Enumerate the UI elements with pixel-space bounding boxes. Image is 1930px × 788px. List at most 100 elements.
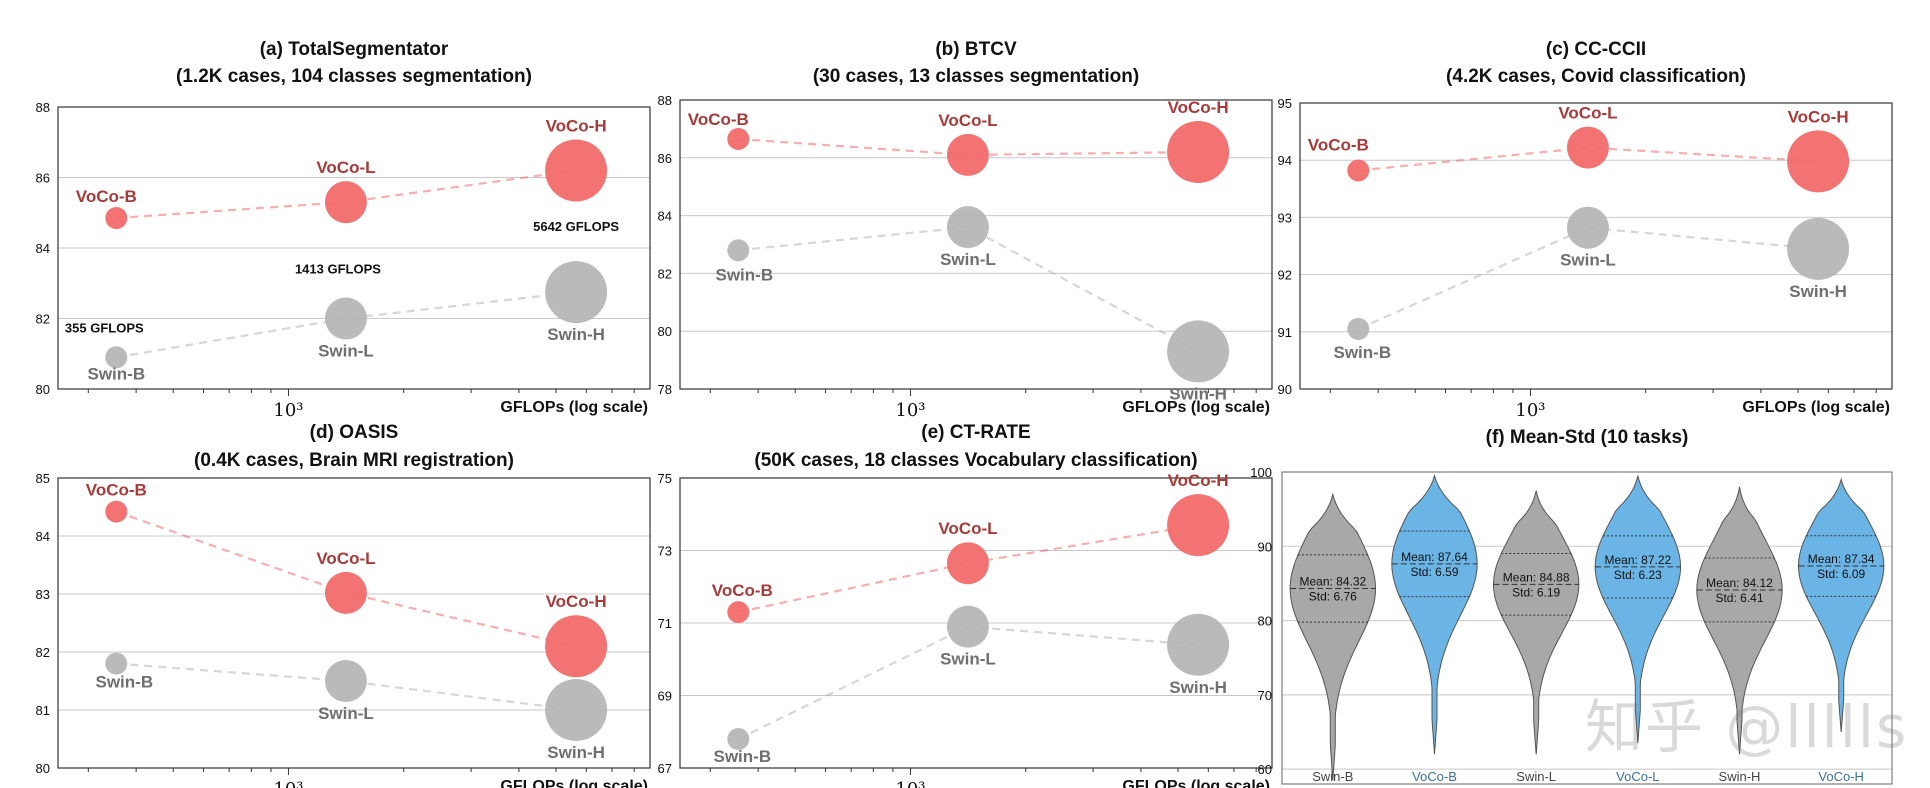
chart-c: (c) CC-CCII (4.2K cases, Covid classifica… [1278, 39, 1893, 421]
chart-title: (d) OASIS [310, 422, 399, 443]
x-axis-label: GFLOPs (log scale) [1742, 399, 1890, 416]
y-tick-label: 80 [36, 382, 50, 397]
x-axis-label: GFLOPs (log scale) [500, 778, 648, 788]
y-tick-label: 80 [36, 761, 50, 776]
y-tick-label: 90 [1278, 382, 1292, 397]
y-tick-label: 84 [658, 209, 672, 224]
violin-swin-h [1696, 486, 1783, 755]
bubble-swin-h [1167, 613, 1230, 676]
chart-subtitle: (4.2K cases, Covid classification) [1446, 66, 1746, 87]
y-tick-label: 60 [1258, 762, 1272, 777]
point-label: VoCo-L [1558, 104, 1617, 123]
y-tick-label: 84 [36, 529, 50, 544]
point-label: VoCo-H [1168, 471, 1229, 490]
point-label: Swin-L [940, 650, 996, 669]
violin-mean-text: Mean: 87.22 [1604, 553, 1671, 567]
y-tick-label: 91 [1278, 325, 1292, 340]
bubble-voco-b [105, 500, 128, 523]
point-label: Swin-B [713, 747, 771, 766]
violin-mean-text: Mean: 87.64 [1401, 550, 1468, 564]
x-axis-label: GFLOPs (log scale) [1122, 778, 1270, 788]
bubble-voco-l [946, 542, 989, 585]
bubble-voco-l [324, 571, 367, 614]
bubble-swin-b [727, 239, 750, 262]
bubble-swin-h [545, 261, 608, 324]
series-line-swin [116, 290, 577, 359]
point-label: Swin-B [1333, 343, 1391, 362]
bubble-voco-l [946, 133, 989, 176]
y-tick-label: 83 [36, 587, 50, 602]
point-label: VoCo-L [316, 549, 375, 568]
violin-mean-text: Mean: 84.32 [1299, 574, 1366, 588]
chart-title: (b) BTCV [935, 39, 1017, 60]
watermark: 知乎 @llllls [1585, 693, 1909, 761]
y-tick-label: 81 [36, 703, 50, 718]
point-label: VoCo-H [546, 592, 607, 611]
violin-std-text: Std: 6.09 [1817, 567, 1865, 581]
gflops-annotation: 1413 GFLOPS [295, 262, 381, 277]
violin-std-text: Std: 6.19 [1512, 585, 1560, 599]
plot-frame [1281, 471, 1893, 785]
point-label: VoCo-L [938, 519, 997, 538]
point-label: VoCo-H [1788, 107, 1849, 126]
point-label: Swin-L [318, 704, 374, 723]
chart-e: (e) CT-RATE (50K cases, 18 classes Vocabu… [658, 422, 1273, 788]
point-label: Swin-H [1169, 384, 1227, 403]
x-tick-label: 10³ [895, 779, 925, 788]
y-tick-label: 82 [36, 312, 50, 327]
bubble-swin-h [545, 679, 608, 741]
y-tick-label: 100 [1250, 465, 1272, 480]
y-tick-label: 71 [658, 616, 672, 631]
point-label: Swin-H [1169, 678, 1227, 697]
violin-std-text: Std: 6.41 [1715, 591, 1763, 605]
chart-title: (a) TotalSegmentator [260, 39, 449, 60]
point-label: Swin-H [547, 325, 605, 344]
violin-mean-text: Mean: 87.34 [1808, 552, 1875, 566]
point-label: Swin-H [1789, 282, 1847, 301]
bubble-voco-l [324, 181, 367, 224]
chart-a: (a) TotalSegmentator (1.2K cases, 104 cla… [36, 39, 651, 421]
point-label: Swin-L [940, 250, 996, 269]
gflops-annotation: 5642 GFLOPS [533, 219, 619, 234]
x-category-label: Swin-H [1719, 769, 1761, 784]
violin-mean-text: Mean: 84.88 [1503, 570, 1570, 584]
chart-subtitle: (50K cases, 18 classes Vocabulary classi… [754, 450, 1197, 471]
violin-mean-text: Mean: 84.12 [1706, 576, 1773, 590]
bubble-voco-h [1167, 494, 1230, 557]
y-tick-label: 78 [658, 382, 672, 397]
y-tick-label: 82 [658, 266, 672, 281]
y-tick-label: 70 [1258, 688, 1272, 703]
bubble-swin-l [946, 206, 989, 249]
x-tick-label: 10³ [273, 400, 303, 421]
bubble-swin-l [1566, 206, 1609, 249]
plot-frame [57, 477, 651, 769]
bubble-voco-b [727, 601, 750, 624]
chart-subtitle: (1.2K cases, 104 classes segmentation) [176, 66, 532, 87]
bubble-swin-h [1167, 320, 1230, 383]
plot-frame [57, 106, 651, 390]
x-tick-label: 10³ [1515, 400, 1545, 421]
point-label: VoCo-B [86, 481, 147, 500]
point-label: VoCo-L [938, 111, 997, 130]
y-tick-label: 86 [36, 171, 50, 186]
y-tick-label: 93 [1278, 210, 1292, 225]
point-label: Swin-L [1560, 251, 1616, 270]
y-tick-label: 82 [36, 645, 50, 660]
chart-subtitle: (0.4K cases, Brain MRI registration) [194, 450, 514, 471]
x-tick-label: 10³ [273, 779, 303, 788]
bubble-voco-h [545, 139, 608, 202]
violin-swin-b [1289, 492, 1377, 781]
y-tick-label: 73 [658, 544, 672, 559]
x-category-label: VoCo-L [1616, 769, 1659, 784]
y-tick-label: 95 [1278, 96, 1292, 111]
y-tick-label: 69 [658, 689, 672, 704]
y-tick-label: 90 [1258, 539, 1272, 554]
point-label: VoCo-B [76, 187, 137, 206]
violin-std-text: Std: 6.23 [1614, 568, 1662, 582]
bubble-swin-l [324, 660, 367, 702]
x-axis-label: GFLOPs (log scale) [500, 399, 648, 416]
point-label: Swin-B [95, 673, 153, 692]
bubble-swin-l [946, 605, 989, 648]
y-tick-label: 80 [658, 324, 672, 339]
x-category-label: Swin-B [1312, 769, 1353, 784]
